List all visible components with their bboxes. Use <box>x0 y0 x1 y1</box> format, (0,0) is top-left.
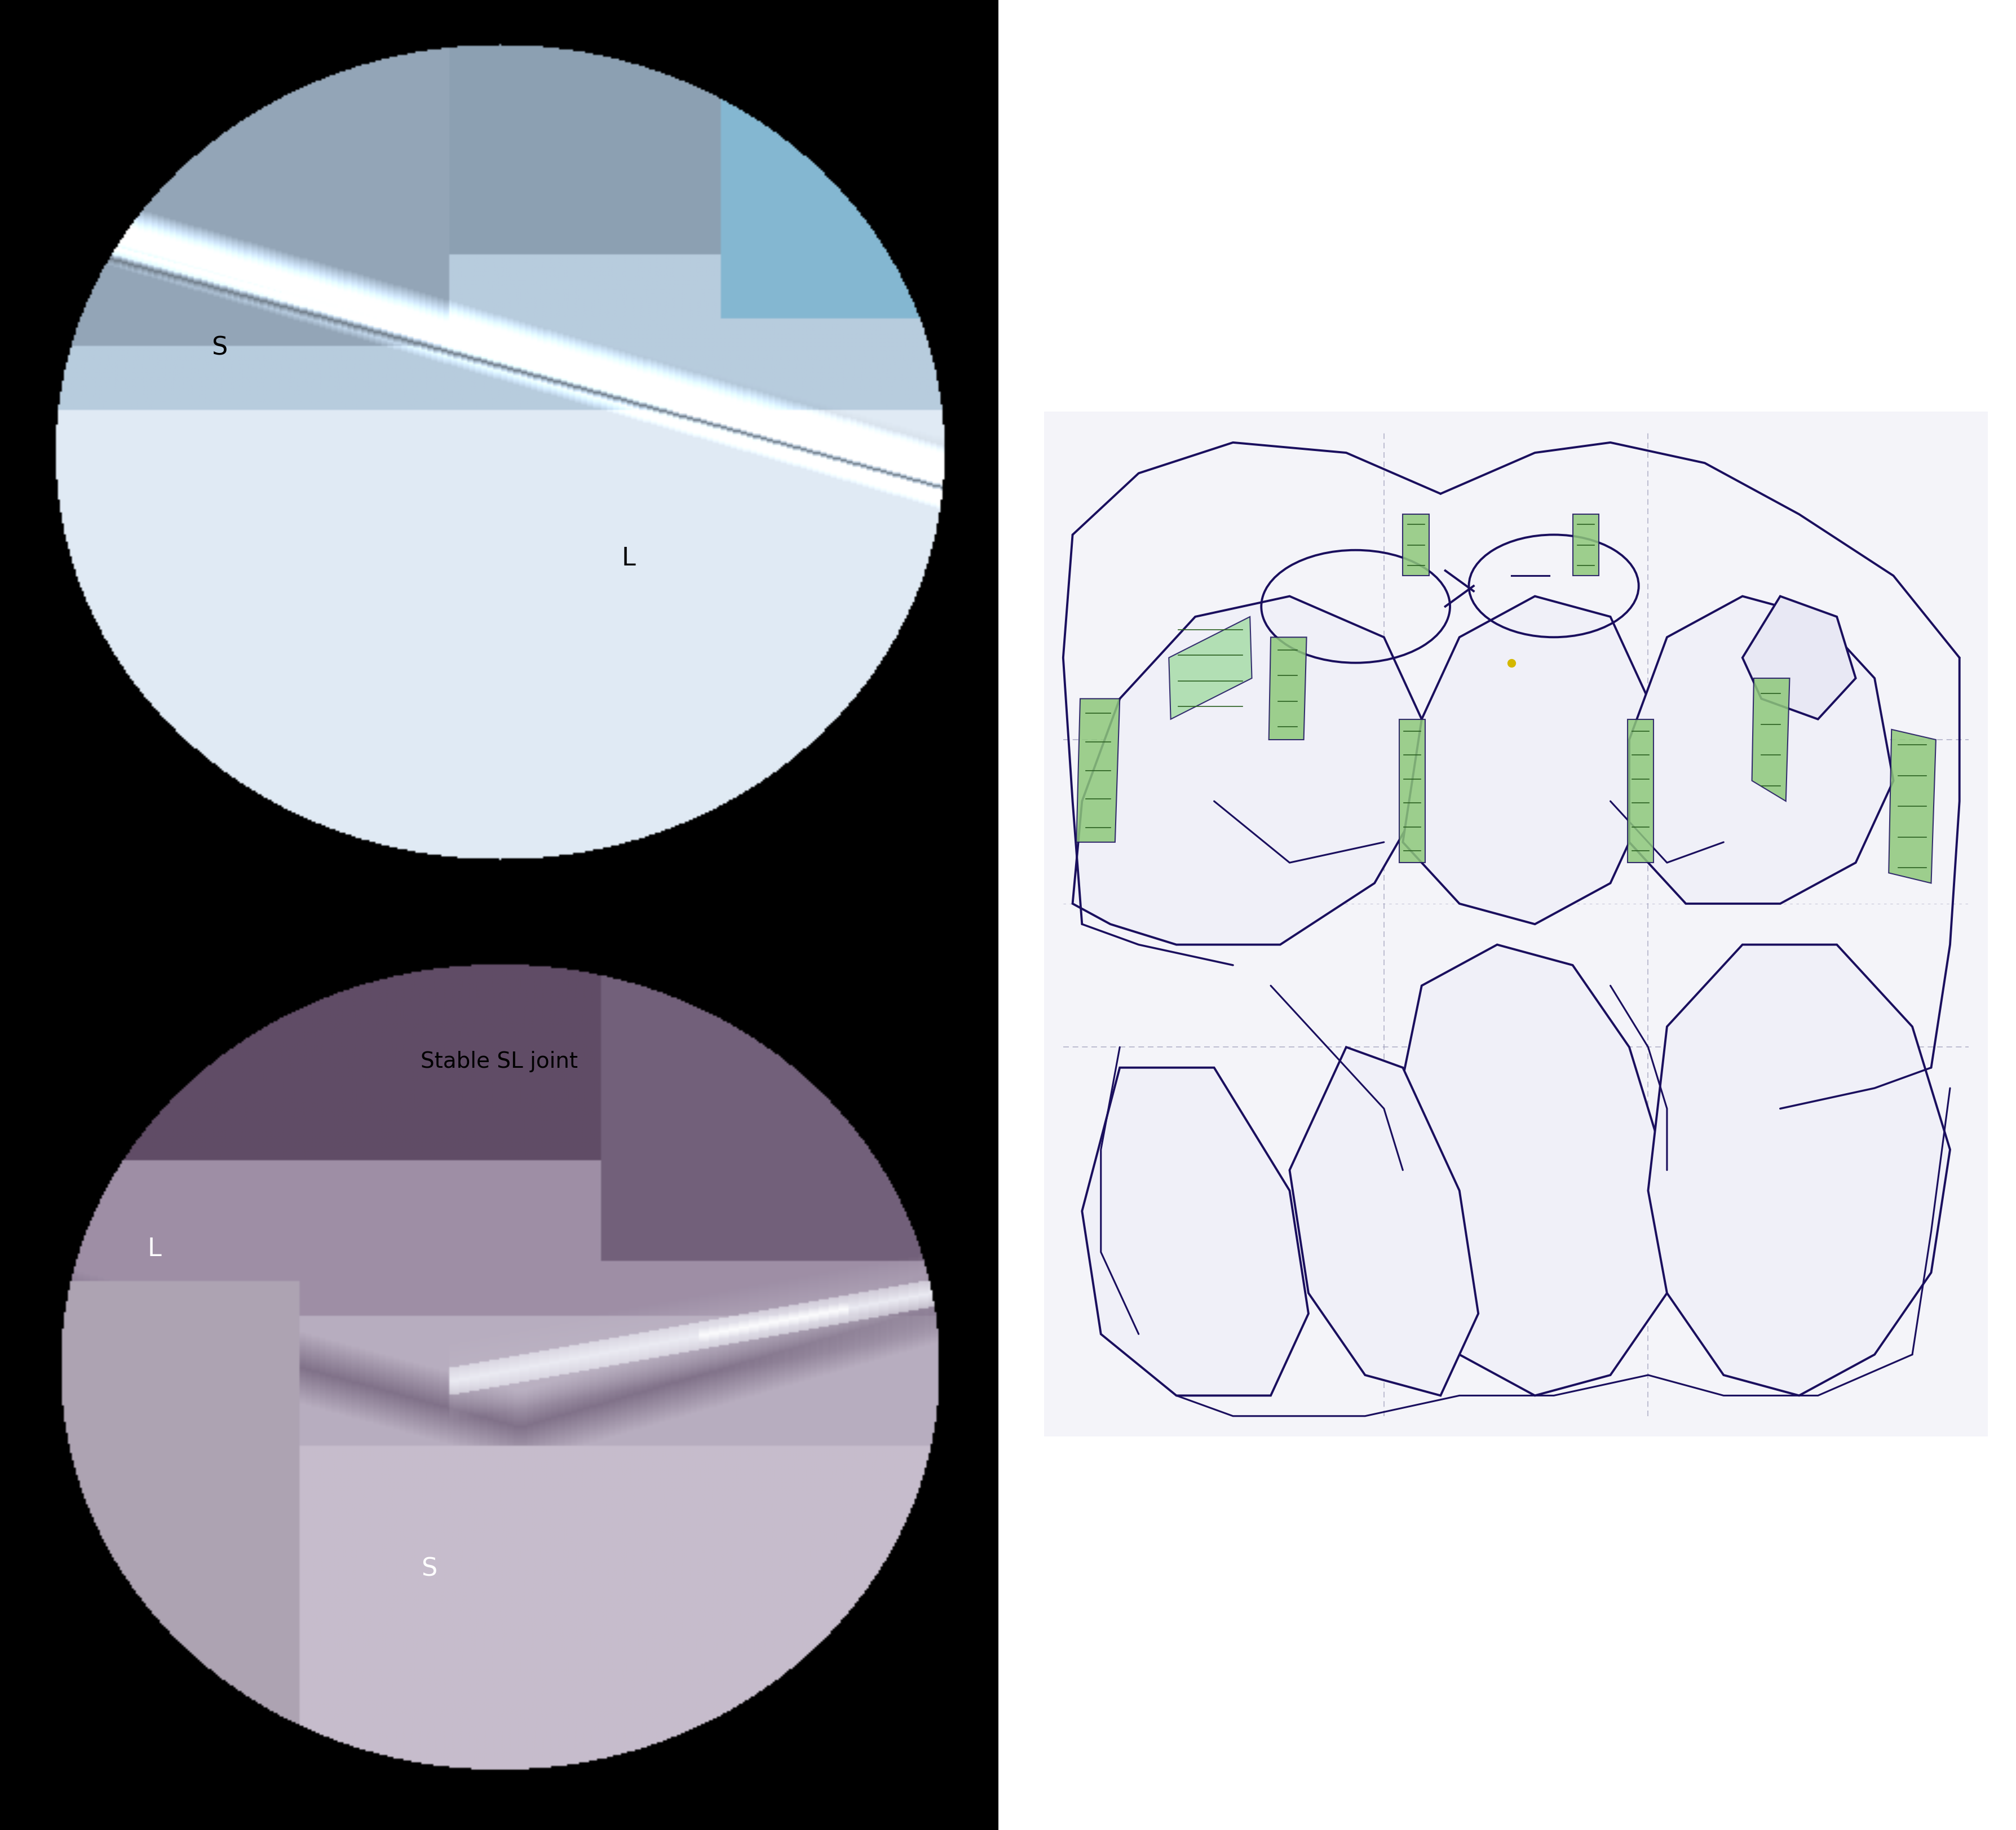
Polygon shape <box>1077 699 1119 842</box>
Text: C: C <box>470 866 488 891</box>
PathPatch shape <box>1649 944 1949 1396</box>
PathPatch shape <box>1073 597 1421 944</box>
Polygon shape <box>1268 637 1306 739</box>
Polygon shape <box>1889 730 1935 884</box>
Bar <box>1403 514 1429 576</box>
Polygon shape <box>1752 679 1790 802</box>
PathPatch shape <box>1403 597 1649 924</box>
Bar <box>1399 719 1425 862</box>
PathPatch shape <box>1083 1067 1308 1396</box>
PathPatch shape <box>1629 597 1893 904</box>
Text: S: S <box>421 1557 437 1581</box>
PathPatch shape <box>1742 597 1855 719</box>
Circle shape <box>54 46 943 860</box>
Text: S: S <box>212 335 228 361</box>
Text: Stable SL joint: Stable SL joint <box>419 1050 579 1072</box>
PathPatch shape <box>1290 1047 1478 1396</box>
Bar <box>1627 719 1653 862</box>
Bar <box>1572 514 1599 576</box>
Polygon shape <box>1169 617 1252 719</box>
PathPatch shape <box>1383 944 1667 1396</box>
Text: L: L <box>621 545 635 571</box>
Text: L: L <box>147 1237 161 1261</box>
